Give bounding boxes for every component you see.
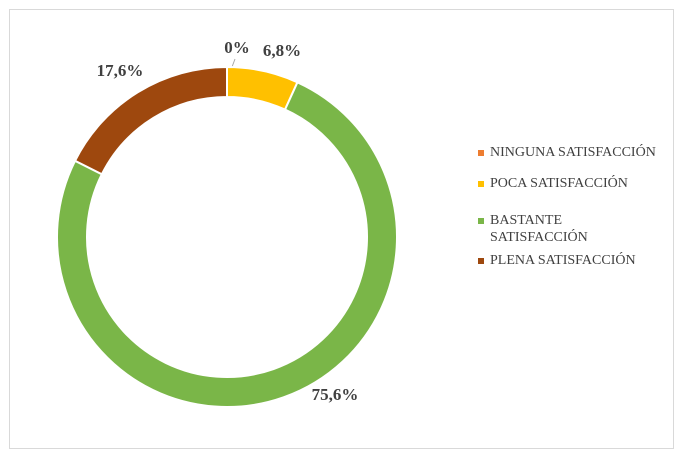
legend-item: PLENA SATISFACCIÓN: [478, 252, 660, 269]
legend-label: POCA SATISFACCIÓN: [490, 176, 628, 191]
donut-segment: [56, 80, 398, 408]
legend-item: NINGUNA SATISFACCIÓN: [478, 144, 660, 161]
legend-item: BASTANTE SATISFACCIÓN: [478, 212, 660, 246]
legend-swatch: [478, 150, 484, 156]
data-label: 75,6%: [312, 385, 359, 404]
legend-label: NINGUNA SATISFACCIÓN: [490, 145, 656, 160]
donut-segment: [73, 65, 228, 176]
legend: NINGUNA SATISFACCIÓN POCA SATISFACCIÓN BAS…: [478, 144, 668, 269]
legend-label: PLENA SATISFACCIÓN: [490, 253, 636, 268]
chart-frame: [9, 9, 674, 449]
legend-swatch: [478, 258, 484, 264]
legend-item: POCA SATISFACCIÓN: [478, 175, 660, 192]
legend-swatch: [478, 218, 484, 224]
data-label: 0%: [224, 38, 250, 57]
legend-swatch: [478, 181, 484, 187]
data-label: 17,6%: [97, 61, 144, 80]
legend-label: BASTANTE SATISFACCIÓN: [490, 213, 588, 245]
data-label: 6,8%: [263, 41, 301, 60]
